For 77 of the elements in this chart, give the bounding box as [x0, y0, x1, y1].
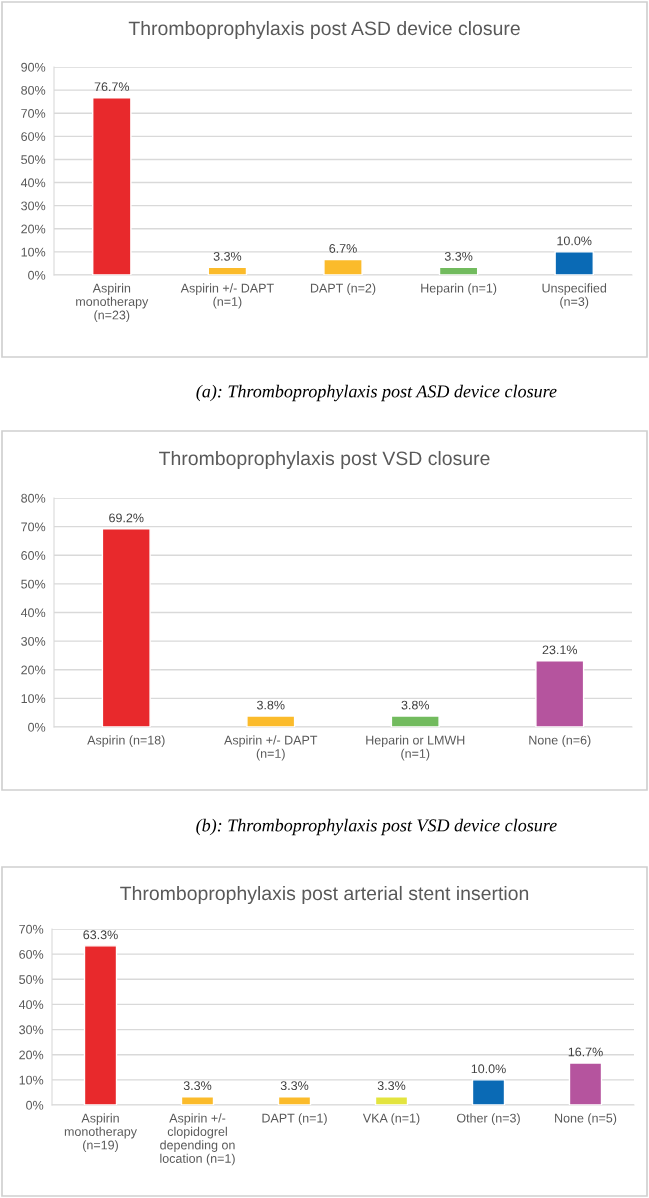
- y-tick-label: 20%: [19, 1050, 44, 1060]
- y-tick-label: 70%: [21, 109, 46, 118]
- y-tick-label: 60%: [21, 551, 46, 560]
- data-label: 3.3%: [444, 251, 473, 261]
- data-label: 3.8%: [256, 700, 285, 710]
- y-tick-label: 40%: [20, 608, 46, 618]
- x-tick-label: Aspirin (n=18): [87, 735, 165, 747]
- chart-title: Thromboprophylaxis post VSD closure: [159, 450, 490, 470]
- bar: [568, 1062, 603, 1105]
- y-tick-label: 90%: [21, 62, 46, 72]
- x-tick-label: Heparin or LMWH (n=1): [366, 735, 465, 761]
- x-tick-label: Heparin (n=1): [421, 283, 497, 295]
- chart-title: Thromboprophylaxis post arterial stent insertion: [120, 885, 529, 905]
- data-label: 3.3%: [183, 1081, 212, 1091]
- data-label: 69.2%: [109, 513, 144, 523]
- x-tick-label: Other (n=3): [456, 1113, 520, 1125]
- x-tick-label: None (n=5): [555, 1113, 617, 1125]
- bar: [535, 660, 585, 727]
- x-tick-label: Aspirin +/- DAPT (n=1): [224, 735, 318, 761]
- x-tick-label: Aspirin monotherapy (n=19): [64, 1113, 137, 1152]
- y-tick-label: 60%: [19, 949, 44, 959]
- y-tick-label: 0%: [28, 722, 46, 732]
- chart-title: Thromboprophylaxis post ASD device closure: [128, 20, 520, 40]
- y-tick-label: 40%: [20, 178, 46, 188]
- bar: [277, 1096, 312, 1105]
- y-tick-label: 10%: [19, 1075, 44, 1085]
- data-label: 10.0%: [557, 236, 592, 246]
- y-tick-label: 10%: [21, 247, 46, 257]
- y-tick-label: 80%: [21, 493, 46, 503]
- bar: [246, 715, 296, 727]
- x-tick-label: Aspirin +/- clopidogrel depending on location (n=1): [160, 1113, 235, 1166]
- x-tick-label: Aspirin monotherapy (n=23): [76, 283, 149, 322]
- y-tick-label: 70%: [19, 924, 44, 934]
- x-tick-label: VKA (n=1): [362, 1113, 420, 1125]
- y-tick-label: 40%: [18, 1000, 44, 1010]
- y-tick-label: 50%: [21, 155, 46, 165]
- y-tick-label: 30%: [19, 1025, 44, 1035]
- data-label: 3.3%: [280, 1081, 309, 1091]
- bar: [92, 97, 132, 275]
- text: (a): Thromboprophylaxis post ASD device closure: [196, 384, 557, 402]
- y-tick-label: 20%: [21, 224, 46, 234]
- y-tick-label: 30%: [21, 636, 46, 646]
- bar: [554, 251, 594, 275]
- bar: [390, 715, 440, 727]
- x-tick-label: DAPT (n=1): [262, 1113, 327, 1125]
- y-tick-label: 60%: [21, 132, 46, 141]
- y-tick-label: 30%: [21, 201, 46, 211]
- y-tick-label: 70%: [21, 522, 46, 532]
- x-tick-label: Unspecified (n=3): [542, 283, 607, 309]
- data-label: 3.3%: [213, 251, 242, 261]
- y-tick-label: 20%: [21, 665, 46, 675]
- data-label: 76.7%: [94, 82, 130, 92]
- bar: [180, 1096, 215, 1105]
- data-label: 23.1%: [542, 645, 578, 655]
- text: (b): Thromboprophylaxis post VSD device closure: [196, 818, 557, 836]
- data-label: 10.0%: [471, 1064, 506, 1074]
- bar: [207, 266, 248, 275]
- x-tick-label: DAPT (n=2): [310, 283, 376, 295]
- y-tick-label: 0%: [28, 270, 46, 280]
- data-label: 63.3%: [83, 930, 118, 940]
- data-label: 16.7%: [568, 1047, 603, 1057]
- data-label: 3.8%: [401, 700, 430, 710]
- y-tick-label: 80%: [21, 85, 46, 95]
- data-label: 3.3%: [377, 1081, 406, 1091]
- x-tick-label: None (n=6): [529, 735, 591, 747]
- y-tick-label: 50%: [19, 975, 44, 984]
- bar: [101, 528, 151, 727]
- bar: [438, 266, 479, 275]
- y-tick-label: 0%: [26, 1100, 44, 1110]
- bar: [83, 945, 118, 1105]
- y-tick-label: 50%: [21, 579, 46, 589]
- x-tick-label: Aspirin +/- DAPT (n=1): [180, 283, 274, 309]
- bar: [374, 1096, 409, 1105]
- bar: [471, 1079, 506, 1105]
- bar: [323, 258, 363, 275]
- data-label: 6.7%: [329, 244, 357, 253]
- y-tick-label: 10%: [21, 694, 46, 704]
